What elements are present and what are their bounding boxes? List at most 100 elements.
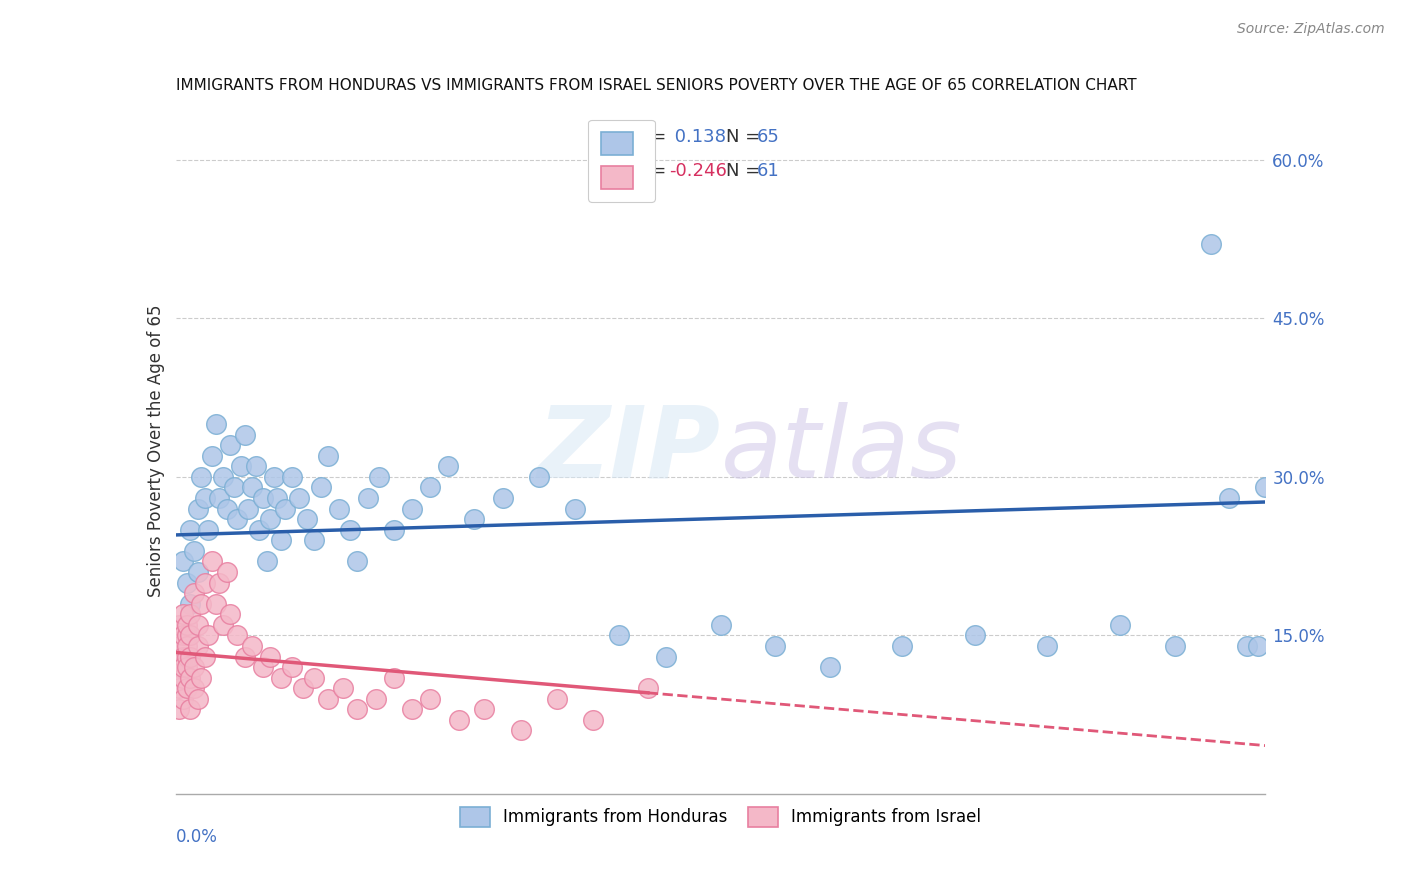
Point	[419, 691, 441, 706]
Point	[219, 438, 242, 452]
Point	[818, 660, 841, 674]
Point	[270, 671, 292, 685]
Text: N =: N =	[725, 162, 766, 180]
Point	[295, 512, 318, 526]
Point	[346, 702, 368, 716]
Point	[172, 628, 194, 642]
Point	[176, 660, 198, 674]
Point	[194, 491, 217, 505]
Point	[215, 501, 238, 516]
Point	[252, 491, 274, 505]
Point	[382, 671, 405, 685]
Point	[176, 628, 198, 642]
Point	[179, 523, 201, 537]
Point	[382, 523, 405, 537]
Point	[1247, 639, 1270, 653]
Point	[233, 427, 256, 442]
Point	[179, 671, 201, 685]
Point	[240, 480, 263, 494]
Y-axis label: Seniors Poverty Over the Age of 65: Seniors Poverty Over the Age of 65	[146, 304, 165, 597]
Point	[339, 523, 361, 537]
Text: atlas: atlas	[721, 402, 962, 499]
Point	[368, 470, 391, 484]
Point	[183, 681, 205, 696]
Point	[1218, 491, 1240, 505]
Point	[1199, 237, 1222, 252]
Point	[183, 660, 205, 674]
Point	[169, 660, 191, 674]
Point	[172, 671, 194, 685]
Point	[247, 523, 270, 537]
Text: R =: R =	[633, 128, 672, 145]
Point	[245, 459, 267, 474]
Point	[204, 417, 226, 431]
Point	[240, 639, 263, 653]
Legend: Immigrants from Honduras, Immigrants from Israel: Immigrants from Honduras, Immigrants fro…	[453, 800, 988, 834]
Point	[176, 639, 198, 653]
Text: ZIP: ZIP	[537, 402, 721, 499]
Point	[176, 681, 198, 696]
Point	[332, 681, 354, 696]
Point	[527, 470, 550, 484]
Point	[474, 702, 496, 716]
Point	[219, 607, 242, 622]
Point	[176, 649, 198, 664]
Point	[190, 470, 212, 484]
Point	[169, 617, 191, 632]
Point	[318, 449, 340, 463]
Point	[1254, 480, 1277, 494]
Point	[172, 607, 194, 622]
Point	[288, 491, 311, 505]
Point	[215, 565, 238, 579]
Point	[212, 470, 235, 484]
Point	[710, 617, 733, 632]
Text: Source: ZipAtlas.com: Source: ZipAtlas.com	[1237, 22, 1385, 37]
Point	[201, 449, 224, 463]
Point	[401, 501, 423, 516]
Point	[302, 533, 325, 548]
Point	[492, 491, 515, 505]
Point	[318, 691, 340, 706]
Point	[208, 575, 231, 590]
Point	[194, 649, 217, 664]
Point	[364, 691, 387, 706]
Point	[463, 512, 485, 526]
Text: 61: 61	[756, 162, 779, 180]
Point	[281, 660, 304, 674]
Point	[183, 586, 205, 600]
Point	[447, 713, 470, 727]
Point	[186, 501, 209, 516]
Point	[172, 554, 194, 568]
Text: R =: R =	[633, 162, 672, 180]
Point	[302, 671, 325, 685]
Text: N =: N =	[725, 128, 766, 145]
Point	[607, 628, 630, 642]
Point	[1163, 639, 1185, 653]
Text: 65: 65	[756, 128, 779, 145]
Point	[190, 597, 212, 611]
Point	[401, 702, 423, 716]
Point	[194, 575, 217, 590]
Point	[346, 554, 368, 568]
Point	[186, 617, 209, 632]
Point	[582, 713, 605, 727]
Point	[222, 480, 245, 494]
Point	[963, 628, 986, 642]
Point	[252, 660, 274, 674]
Point	[546, 691, 568, 706]
Point	[281, 470, 304, 484]
Point	[357, 491, 380, 505]
Point	[179, 597, 201, 611]
Point	[1036, 639, 1059, 653]
Point	[419, 480, 441, 494]
Text: 0.138: 0.138	[669, 128, 727, 145]
Point	[186, 565, 209, 579]
Point	[186, 691, 209, 706]
Point	[655, 649, 678, 664]
Point	[190, 671, 212, 685]
Point	[259, 649, 281, 664]
Point	[169, 639, 191, 653]
Text: 0.0%: 0.0%	[176, 828, 218, 847]
Point	[231, 459, 253, 474]
Point	[183, 544, 205, 558]
